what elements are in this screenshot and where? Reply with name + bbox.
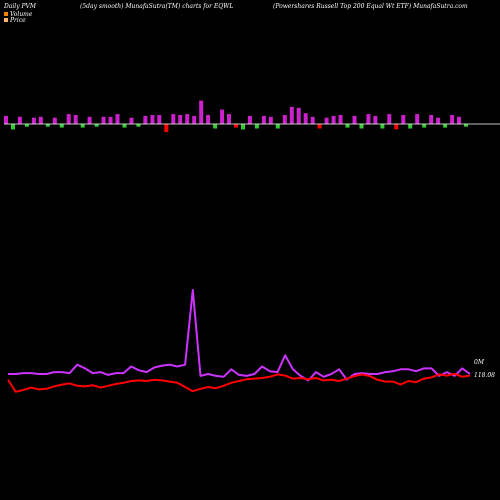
volume-bar <box>24 124 29 127</box>
legend-price-swatch <box>4 18 8 22</box>
volume-bar <box>241 124 245 130</box>
volume-bar <box>38 116 43 124</box>
volume-bar <box>213 124 218 129</box>
volume-bar <box>275 124 280 129</box>
volume-bar <box>11 124 15 130</box>
volume-bar <box>457 116 461 124</box>
volume-bar <box>171 114 176 124</box>
volume-bar <box>331 115 336 124</box>
volume-bar <box>394 124 399 130</box>
price-line <box>7 372 471 393</box>
legend-volume-label: Volume <box>10 11 33 18</box>
volume-bar <box>450 115 455 124</box>
volume-bar <box>150 115 155 124</box>
volume-bar <box>373 115 378 124</box>
volume-bar <box>268 116 273 124</box>
volume-bar <box>66 114 71 124</box>
volume-bar <box>366 114 371 124</box>
legend-volume-swatch <box>4 12 8 16</box>
volume-bar <box>80 124 85 128</box>
volume-bar <box>310 116 315 124</box>
volume-bar <box>352 115 357 124</box>
series-lines <box>7 289 471 393</box>
volume-bar <box>164 124 169 133</box>
legend: Volume Price <box>4 11 33 24</box>
header-left: Daily PVM <box>3 3 37 10</box>
volume-bar <box>73 115 78 124</box>
volume-bar <box>31 117 36 124</box>
volume-bar <box>115 114 120 124</box>
volume-bar <box>45 124 50 127</box>
volume-bar <box>199 100 204 124</box>
volume-bar <box>282 115 287 124</box>
volume-bar <box>178 115 183 124</box>
volume-bar <box>247 115 252 124</box>
volume-bar <box>4 115 8 124</box>
volume-bar <box>136 124 141 127</box>
volume-bar <box>401 115 406 124</box>
volume-bar <box>129 117 134 124</box>
volume-bar <box>345 124 350 128</box>
volume-bar <box>296 107 301 124</box>
volume-bar <box>59 124 64 128</box>
volume-bar <box>157 115 162 124</box>
volume-bar <box>289 106 294 124</box>
volume-bar <box>143 115 148 124</box>
volume-bar <box>17 116 22 124</box>
volume-bar <box>234 124 238 128</box>
volume-bar <box>220 109 225 124</box>
volume-bar <box>436 117 441 124</box>
volume-line <box>8 289 471 382</box>
volume-bar <box>206 115 211 124</box>
volume-bar <box>94 124 99 127</box>
volume-end-label: 0M <box>474 359 485 366</box>
volume-bar <box>101 116 106 124</box>
volume-bar <box>254 124 259 129</box>
volume-bar <box>464 124 468 127</box>
volume-bar <box>338 115 343 124</box>
volume-bar <box>387 114 392 124</box>
header-right: (Powershares Russell Top 200 Equal Wt ET… <box>273 3 468 10</box>
volume-bar <box>303 113 308 124</box>
volume-bar <box>108 116 113 124</box>
volume-bar <box>261 115 266 124</box>
volume-bars <box>4 100 468 133</box>
volume-bar <box>408 124 413 129</box>
volume-bar <box>52 117 57 124</box>
legend-price-label: Price <box>9 17 26 24</box>
volume-bar <box>87 116 92 124</box>
volume-bar <box>359 124 364 129</box>
volume-bar <box>324 117 329 124</box>
volume-bar <box>422 124 427 128</box>
volume-bar <box>380 124 385 129</box>
price-end-label: 118.08 <box>474 372 495 379</box>
volume-bar <box>122 124 127 128</box>
volume-bar <box>227 114 231 124</box>
volume-bar <box>415 114 420 124</box>
volume-bar <box>443 124 448 128</box>
volume-bar <box>317 124 322 129</box>
volume-bar <box>429 115 434 124</box>
header-middle: (5day smooth) MunafaSutra(TM) charts for… <box>80 3 233 10</box>
volume-bar <box>192 115 197 124</box>
volume-bar <box>185 114 190 124</box>
